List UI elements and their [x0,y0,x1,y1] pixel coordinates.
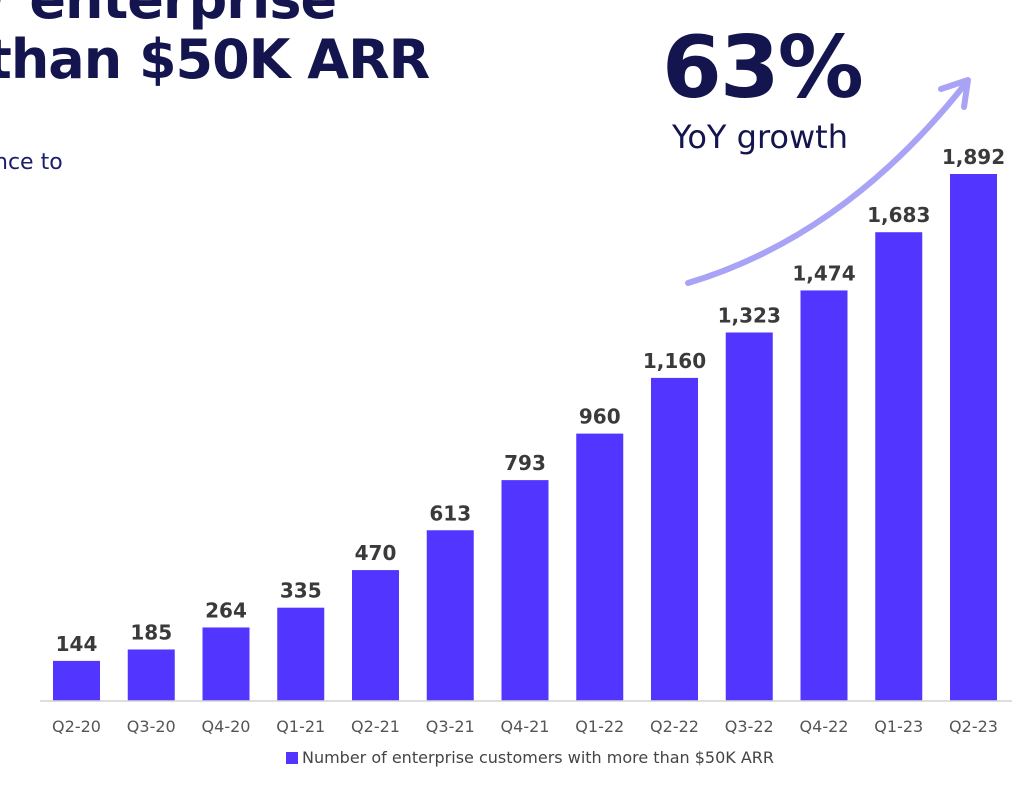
x-tick-Q2-23: Q2-23 [949,717,998,736]
data-label-Q4-22: 1,474 [792,261,855,285]
bar-Q4-21 [501,480,549,701]
growth-percentage: 63% [662,18,864,118]
data-label-Q1-21: 335 [280,579,322,603]
bar-Q2-23 [950,174,997,701]
bar-Q1-21 [277,607,325,701]
bar-Q1-23 [875,232,923,701]
bar-Q2-22 [651,377,698,701]
data-label-Q2-21: 470 [355,541,397,565]
data-label-Q3-20: 185 [130,620,172,644]
data-label-Q4-21: 793 [504,451,546,475]
page-title-line-1: r enterprise [0,0,337,31]
x-tick-Q3-22: Q3-22 [725,717,774,736]
bar-Q2-21 [352,570,399,701]
growth-label: YoY growth [672,118,848,156]
x-tick-Q4-20: Q4-20 [202,717,251,736]
x-tick-Q4-22: Q4-22 [800,717,849,736]
chart-legend: Number of enterprise customers with more… [0,748,1020,767]
x-tick-Q2-22: Q2-22 [650,717,699,736]
data-label-Q3-22: 1,323 [718,303,781,327]
bar-Q3-22 [725,332,773,701]
x-tick-Q1-22: Q1-22 [575,717,624,736]
x-tick-Q3-20: Q3-20 [127,717,176,736]
data-label-Q2-22: 1,160 [643,349,706,373]
data-label-Q2-23: 1,892 [942,145,1005,169]
data-label-Q1-22: 960 [579,405,621,429]
x-tick-Q4-21: Q4-21 [501,717,550,736]
legend-swatch [285,751,298,764]
subtitle-fragment: nce to [0,150,63,175]
bar-Q4-20 [202,627,250,701]
growth-arrow-icon [685,80,969,286]
x-tick-Q1-23: Q1-23 [874,717,923,736]
x-tick-Q2-21: Q2-21 [351,717,400,736]
x-tick-Q3-21: Q3-21 [426,717,475,736]
legend-label: Number of enterprise customers with more… [301,748,775,767]
bar-Q1-22 [576,433,624,701]
bar-Q3-21 [426,530,474,701]
page-title-line-2: than $50K ARR [0,28,430,91]
data-label-Q4-20: 264 [205,598,247,622]
data-label-Q1-23: 1,683 [867,203,930,227]
x-tick-Q2-20: Q2-20 [52,717,101,736]
bar-Q3-20 [127,649,175,701]
x-tick-Q1-21: Q1-21 [276,717,325,736]
data-label-Q2-20: 144 [56,632,98,656]
bar-Q4-22 [800,290,848,701]
bar-Q2-20 [53,660,100,701]
growth-arrow-head-icon [938,77,971,110]
data-label-Q3-21: 613 [429,501,471,525]
